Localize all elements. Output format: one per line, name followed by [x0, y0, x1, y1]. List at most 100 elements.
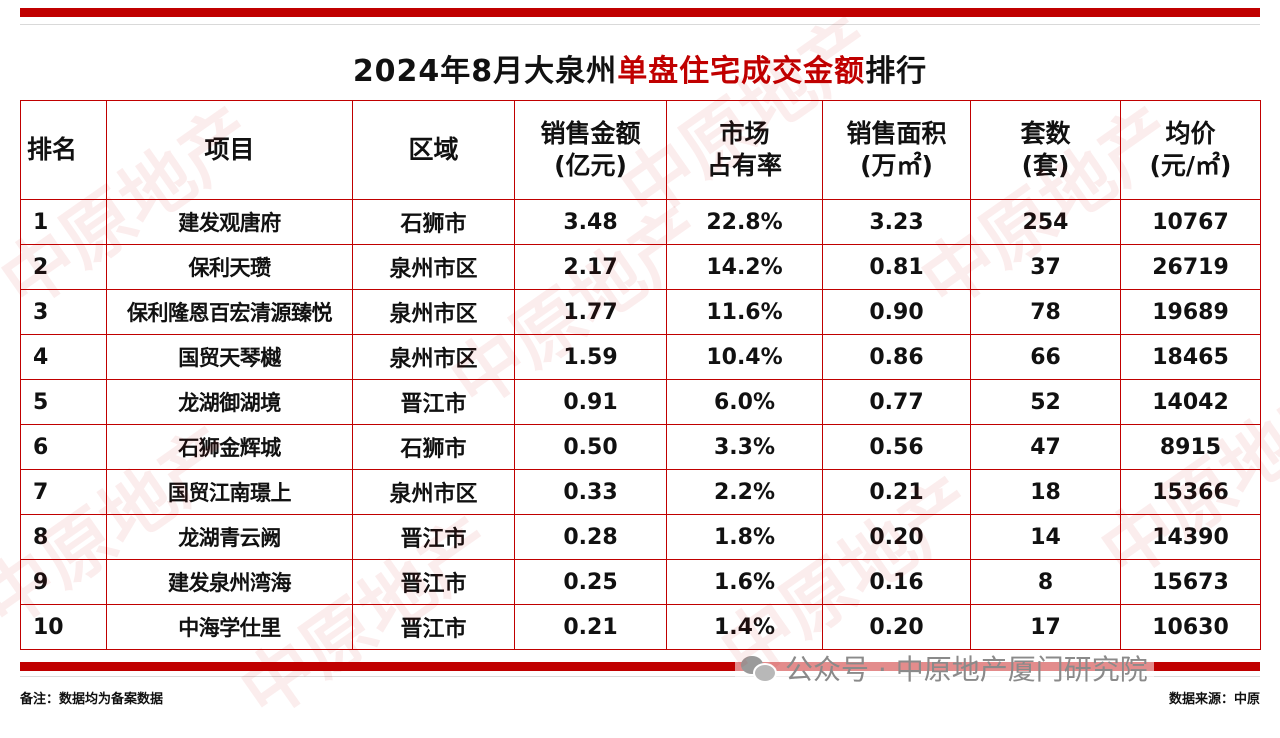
wechat-label: 公众号 · 中原地产厦门研究院 — [785, 653, 1148, 686]
cell-amount: 0.33 — [514, 469, 667, 515]
cell-rank: 7 — [20, 469, 107, 515]
cell-project: 保利天瓒 — [106, 244, 353, 290]
cell-units: 47 — [970, 424, 1121, 470]
title-suffix: 排行 — [865, 54, 928, 89]
header-rank: 排名 — [20, 100, 107, 200]
header-units-line1: 套数 — [1020, 119, 1071, 148]
cell-district: 泉州市区 — [352, 244, 515, 290]
header-amount: 销售金额 (亿元) — [514, 100, 667, 200]
header-amount-line2: (亿元) — [554, 151, 627, 180]
cell-rank: 10 — [20, 604, 107, 650]
cell-units: 17 — [970, 604, 1121, 650]
header-price: 均价 (元/㎡) — [1120, 100, 1261, 200]
cell-units: 14 — [970, 514, 1121, 560]
cell-project: 建发观唐府 — [106, 199, 353, 245]
cell-units: 78 — [970, 289, 1121, 335]
cell-price: 14390 — [1120, 514, 1261, 560]
title-prefix: 2024年8月大泉州 — [352, 54, 618, 89]
bottom-red-bar — [20, 662, 1260, 671]
cell-rank: 9 — [20, 559, 107, 605]
cell-rank: 8 — [20, 514, 107, 560]
table-row: 8 龙湖青云阙 晋江市 0.28 1.8% 0.20 14 14390 — [20, 514, 1261, 560]
cell-area: 0.56 — [822, 424, 971, 470]
cell-district: 晋江市 — [352, 604, 515, 650]
cell-share: 3.3% — [666, 424, 823, 470]
cell-amount: 0.50 — [514, 424, 667, 470]
table-row: 10 中海学仕里 晋江市 0.21 1.4% 0.20 17 10630 — [20, 604, 1261, 650]
header-area-line2: (万㎡) — [860, 151, 933, 180]
cell-project: 国贸江南璟上 — [106, 469, 353, 515]
cell-price: 10767 — [1120, 199, 1261, 245]
cell-price: 10630 — [1120, 604, 1261, 650]
cell-district: 石狮市 — [352, 199, 515, 245]
header-share-line2: 占有率 — [706, 151, 782, 180]
table-row: 2 保利天瓒 泉州市区 2.17 14.2% 0.81 37 26719 — [20, 244, 1261, 290]
cell-price: 19689 — [1120, 289, 1261, 335]
ranking-table: 排名 项目 区域 销售金额 (亿元) 市场 占有率 销售面积 (万㎡) 套数 (套) 均… — [20, 100, 1261, 650]
cell-project: 石狮金辉城 — [106, 424, 353, 470]
cell-units: 18 — [970, 469, 1121, 515]
cell-project: 龙湖御湖境 — [106, 379, 353, 425]
table-row: 5 龙湖御湖境 晋江市 0.91 6.0% 0.77 52 14042 — [20, 379, 1261, 425]
table-body: 1 建发观唐府 石狮市 3.48 22.8% 3.23 254 10767 2 保利天瓒 泉州市区 2… — [20, 199, 1261, 650]
cell-share: 14.2% — [666, 244, 823, 290]
cell-area: 0.21 — [822, 469, 971, 515]
cell-price: 15366 — [1120, 469, 1261, 515]
footer-source: 数据来源：中原 — [1168, 692, 1260, 707]
top-divider — [20, 24, 1260, 25]
table-row: 3 保利隆恩百宏清源臻悦 泉州市区 1.77 11.6% 0.90 78 19689 — [20, 289, 1261, 335]
cell-rank: 3 — [20, 289, 107, 335]
bottom-divider — [20, 676, 1260, 677]
cell-price: 15673 — [1120, 559, 1261, 605]
header-area-line1: 销售面积 — [846, 119, 947, 148]
title-accent: 单盘住宅成交金额 — [617, 54, 866, 89]
cell-district: 晋江市 — [352, 514, 515, 560]
header-units-line2: (套) — [1021, 151, 1070, 180]
cell-amount: 0.21 — [514, 604, 667, 650]
cell-share: 1.6% — [666, 559, 823, 605]
table-row: 1 建发观唐府 石狮市 3.48 22.8% 3.23 254 10767 — [20, 199, 1261, 245]
cell-project: 龙湖青云阙 — [106, 514, 353, 560]
cell-rank: 6 — [20, 424, 107, 470]
cell-area: 0.20 — [822, 514, 971, 560]
cell-district: 晋江市 — [352, 379, 515, 425]
header-units: 套数 (套) — [970, 100, 1121, 200]
cell-share: 2.2% — [666, 469, 823, 515]
table-row: 7 国贸江南璟上 泉州市区 0.33 2.2% 0.21 18 15366 — [20, 469, 1261, 515]
cell-area: 0.90 — [822, 289, 971, 335]
cell-district: 石狮市 — [352, 424, 515, 470]
cell-area: 3.23 — [822, 199, 971, 245]
header-price-line1: 均价 — [1165, 119, 1216, 148]
cell-project: 中海学仕里 — [106, 604, 353, 650]
header-project: 项目 — [106, 100, 353, 200]
cell-share: 1.4% — [666, 604, 823, 650]
cell-area: 0.86 — [822, 334, 971, 380]
cell-share: 11.6% — [666, 289, 823, 335]
cell-rank: 5 — [20, 379, 107, 425]
cell-area: 0.77 — [822, 379, 971, 425]
cell-area: 0.81 — [822, 244, 971, 290]
header-amount-line1: 销售金额 — [540, 119, 641, 148]
cell-units: 52 — [970, 379, 1121, 425]
header-row: 排名 项目 区域 销售金额 (亿元) 市场 占有率 销售面积 (万㎡) 套数 (套) 均… — [20, 100, 1261, 200]
cell-district: 晋江市 — [352, 559, 515, 605]
cell-units: 37 — [970, 244, 1121, 290]
table-row: 6 石狮金辉城 石狮市 0.50 3.3% 0.56 47 8915 — [20, 424, 1261, 470]
cell-district: 泉州市区 — [352, 289, 515, 335]
page-title: 2024年8月大泉州 单盘住宅成交金额 排行 — [20, 38, 1260, 98]
header-share: 市场 占有率 — [666, 100, 823, 200]
cell-amount: 0.25 — [514, 559, 667, 605]
cell-rank: 2 — [20, 244, 107, 290]
wechat-icon — [741, 654, 777, 683]
footer-note: 备注：数据均为备案数据 — [20, 692, 164, 707]
cell-amount: 1.59 — [514, 334, 667, 380]
cell-area: 0.16 — [822, 559, 971, 605]
cell-price: 8915 — [1120, 424, 1261, 470]
cell-units: 8 — [970, 559, 1121, 605]
cell-amount: 3.48 — [514, 199, 667, 245]
header-district: 区域 — [352, 100, 515, 200]
cell-share: 10.4% — [666, 334, 823, 380]
top-red-bar — [20, 8, 1260, 17]
cell-district: 泉州市区 — [352, 334, 515, 380]
cell-units: 66 — [970, 334, 1121, 380]
